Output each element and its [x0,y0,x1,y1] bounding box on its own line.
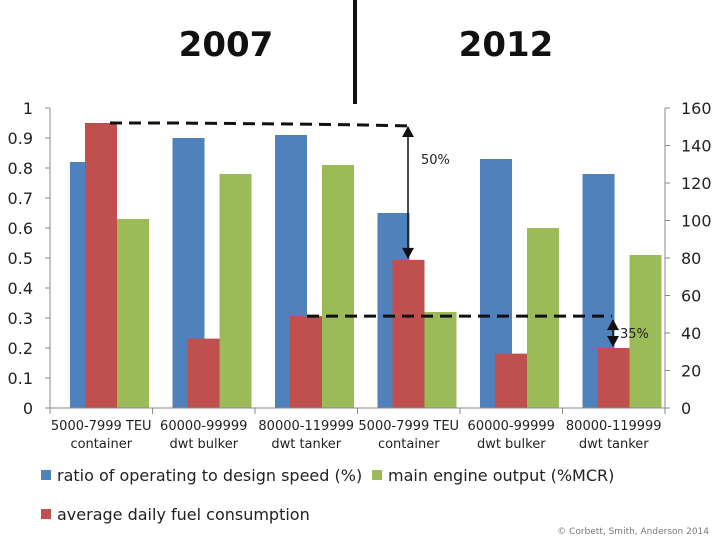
period-label-2007: 2007 [179,25,274,65]
y-right-tick-label: 120 [681,174,712,193]
y-left-tick-label: 0.2 [8,339,33,358]
y-left-tick-label: 0.1 [8,369,33,388]
arrowhead-up-50 [402,126,414,137]
legend-swatch-engine-output [372,470,382,480]
y-left-tick-label: 0.8 [8,159,33,178]
bar-engine-output [117,219,149,408]
bar-fuel-consumption [495,353,527,408]
x-tick-label: 80000-119999 dwt tanker [258,419,354,452]
legend-swatch-speed-ratio [41,470,51,480]
bar-fuel-consumption [187,338,220,408]
y-right-tick-label: 0 [681,399,691,418]
y-left-tick-label: 0.4 [8,279,33,298]
y-left-tick-label: 0.5 [8,249,33,268]
y-right-tick-label: 100 [681,212,712,231]
dashed-line-2007-peak [110,121,413,128]
bar-fuel-consumption [597,348,630,408]
x-tick-label: 80000-119999 dwt tanker [566,419,662,452]
y-right-tick-label: 40 [681,324,701,343]
y-right-tick-label: 60 [681,287,701,306]
bar-engine-output [322,165,354,408]
y-right-tick-label: 80 [681,249,701,268]
y-left-tick-label: 0 [23,399,33,418]
legend-label-engine-output: main engine output (%MCR) [388,466,614,485]
y-left-tick-label: 0.7 [8,189,33,208]
arrowhead-down-35 [607,336,619,347]
annotation-35-label: 35% [620,327,649,342]
legend-swatch-fuel-consumption [41,509,51,519]
arrowhead-up-35 [607,319,619,331]
y-right-tick-label: 20 [681,362,701,381]
bar-engine-output [219,174,252,408]
bar-engine-output [629,255,662,408]
bar-engine-output [424,312,457,408]
annotation-50-label: 50% [421,153,450,168]
legend-label-speed-ratio: ratio of operating to design speed (%) [57,466,362,485]
x-tick-label: 5000-7999 TEU container [51,419,152,452]
y-left-tick-label: 1 [23,99,33,118]
bar-fuel-consumption [290,316,322,408]
y-right-tick-label: 160 [681,99,712,118]
credit-text: © Corbett, Smith, Anderson 2014 [557,527,709,537]
x-tick-label: 5000-7999 TEU container [358,419,459,452]
arrowhead-down-50 [402,247,414,259]
y-right-tick-label: 140 [681,137,712,156]
x-tick-label: 60000-99999 dwt bulker [468,419,555,452]
legend-label-fuel-consumption: average daily fuel consumption [57,505,310,524]
y-left-tick-label: 0.9 [8,129,33,148]
y-left-tick-label: 0.3 [8,309,33,328]
period-label-2012: 2012 [459,25,554,65]
y-left-tick-label: 0.6 [8,219,33,238]
x-tick-label: 60000-99999 dwt bulker [160,419,247,452]
bar-fuel-consumption [392,259,425,408]
bar-fuel-consumption [85,123,117,408]
bar-engine-output [527,228,559,408]
